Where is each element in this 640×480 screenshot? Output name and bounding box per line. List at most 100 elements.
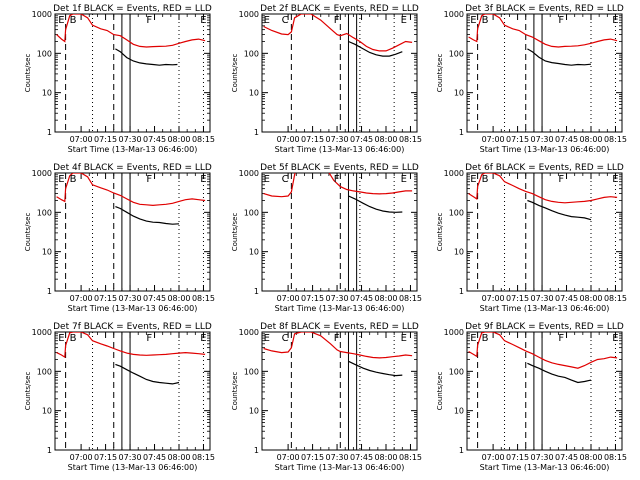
- x-tick-label: 08:00: [167, 135, 190, 144]
- y-tick-label: 1000: [239, 169, 259, 178]
- panel-9: Det 9f BLACK = Events, RED = LLD 1 10 100 10…: [436, 322, 627, 472]
- x-tick-label: 08:15: [399, 294, 422, 303]
- x-tick-label: 07:30: [531, 135, 554, 144]
- y-axis-title: Counts/sec: [436, 372, 444, 411]
- x-tick-label: 07:15: [94, 294, 117, 303]
- x-tick-label: 07:15: [506, 135, 529, 144]
- panel-1: Det 1f BLACK = Events, RED = LLD 1 10 100 10…: [24, 4, 215, 154]
- y-tick-label: 1: [254, 446, 259, 455]
- state-letter: E: [58, 333, 64, 344]
- x-tick-label: 07:45: [143, 453, 166, 462]
- x-tick-label: 07:30: [326, 453, 349, 462]
- x-axis-title: Start Time (13-Mar-13 06:46:00): [68, 304, 198, 313]
- state-letter: B: [70, 15, 77, 26]
- x-tick-label: 08:15: [192, 294, 215, 303]
- x-tick-label: 08:15: [604, 453, 627, 462]
- state-letter: B: [70, 174, 77, 185]
- lld-line: [56, 14, 206, 48]
- events-line: [527, 199, 592, 221]
- y-tick-label: 1: [459, 446, 464, 455]
- events-line: [348, 195, 403, 213]
- lld-line: [263, 14, 413, 52]
- state-letter: C: [282, 174, 289, 185]
- x-tick-label: 08:15: [604, 294, 627, 303]
- y-tick-label: 1: [47, 287, 52, 296]
- state-letter: E: [612, 174, 618, 185]
- x-tick-label: 07:00: [277, 453, 300, 462]
- plot-frame: [261, 331, 418, 451]
- panel-7: Det 7f BLACK = Events, RED = LLD 1 10 100 10…: [24, 322, 215, 472]
- x-tick-label: 07:45: [350, 135, 373, 144]
- x-tick-label: 07:15: [94, 453, 117, 462]
- x-tick-label: 07:15: [301, 135, 324, 144]
- panel-plot-area: [263, 173, 413, 291]
- events-line: [115, 48, 178, 66]
- events-line: [527, 48, 592, 66]
- x-axis-title: Start Time (13-Mar-13 06:46:00): [68, 463, 198, 472]
- x-tick-label: 07:15: [506, 294, 529, 303]
- x-axis-title: Start Time (13-Mar-13 06:46:00): [480, 304, 610, 313]
- panel-5: Det 5f BLACK = Events, RED = LLD 1 10 100 10…: [231, 163, 422, 313]
- panel-plot-area: [468, 332, 618, 450]
- lld-line: [56, 173, 206, 207]
- y-tick-label: 1000: [32, 169, 52, 178]
- plot-frame: [466, 331, 623, 451]
- y-tick-label: 10: [249, 89, 259, 98]
- x-tick-label: 07:45: [143, 135, 166, 144]
- x-tick-label: 08:00: [167, 294, 190, 303]
- y-tick-label: 1: [254, 128, 259, 137]
- y-axis-title: Counts/sec: [24, 372, 32, 411]
- x-tick-label: 07:15: [301, 453, 324, 462]
- panel-plot-area: [56, 173, 206, 291]
- x-tick-label: 07:00: [482, 294, 505, 303]
- y-tick-label: 100: [244, 208, 259, 217]
- y-tick-label: 10: [249, 407, 259, 416]
- y-tick-label: 1000: [239, 10, 259, 19]
- panel-plot-area: [263, 332, 413, 450]
- state-letter: E: [470, 15, 476, 26]
- x-tick-label: 07:00: [277, 294, 300, 303]
- y-tick-label: 10: [42, 248, 52, 257]
- x-tick-label: 07:45: [350, 453, 373, 462]
- x-tick-label: 07:45: [555, 135, 578, 144]
- y-tick-label: 1000: [32, 328, 52, 337]
- x-tick-label: 07:00: [277, 135, 300, 144]
- panel-3: Det 3f BLACK = Events, RED = LLD 1 10 100 10…: [436, 4, 627, 154]
- y-tick-label: 1000: [444, 10, 464, 19]
- state-letter: F: [146, 174, 152, 185]
- state-letter: E: [200, 333, 206, 344]
- panel-title: Det 3f BLACK = Events, RED = LLD: [465, 4, 624, 14]
- plot-frame: [466, 13, 623, 133]
- x-tick-label: 08:00: [374, 135, 397, 144]
- y-tick-label: 10: [42, 89, 52, 98]
- x-tick-label: 07:00: [482, 135, 505, 144]
- events-line: [348, 40, 403, 57]
- panel-plot-area: [56, 332, 206, 450]
- y-tick-label: 100: [244, 49, 259, 58]
- x-tick-label: 08:15: [604, 135, 627, 144]
- x-tick-label: 07:30: [119, 453, 142, 462]
- panel-title: Det 9f BLACK = Events, RED = LLD: [465, 322, 624, 332]
- x-tick-label: 07:00: [70, 453, 93, 462]
- state-letter: B: [482, 174, 489, 185]
- x-tick-label: 07:15: [506, 453, 529, 462]
- lld-line: [468, 332, 618, 369]
- state-letter: E: [200, 174, 206, 185]
- y-tick-label: 100: [449, 367, 464, 376]
- x-tick-label: 08:15: [192, 453, 215, 462]
- y-tick-label: 10: [42, 407, 52, 416]
- state-letter: E: [264, 333, 270, 344]
- y-tick-label: 10: [454, 407, 464, 416]
- x-tick-label: 07:00: [70, 135, 93, 144]
- y-tick-label: 1: [47, 128, 52, 137]
- state-letter: F: [558, 333, 564, 344]
- x-tick-label: 08:00: [374, 453, 397, 462]
- state-letter: B: [70, 333, 77, 344]
- events-line: [115, 363, 180, 385]
- y-tick-label: 10: [454, 89, 464, 98]
- x-tick-label: 07:45: [555, 453, 578, 462]
- state-letter: B: [482, 333, 489, 344]
- y-tick-label: 1000: [444, 169, 464, 178]
- y-axis-title: Counts/sec: [24, 213, 32, 252]
